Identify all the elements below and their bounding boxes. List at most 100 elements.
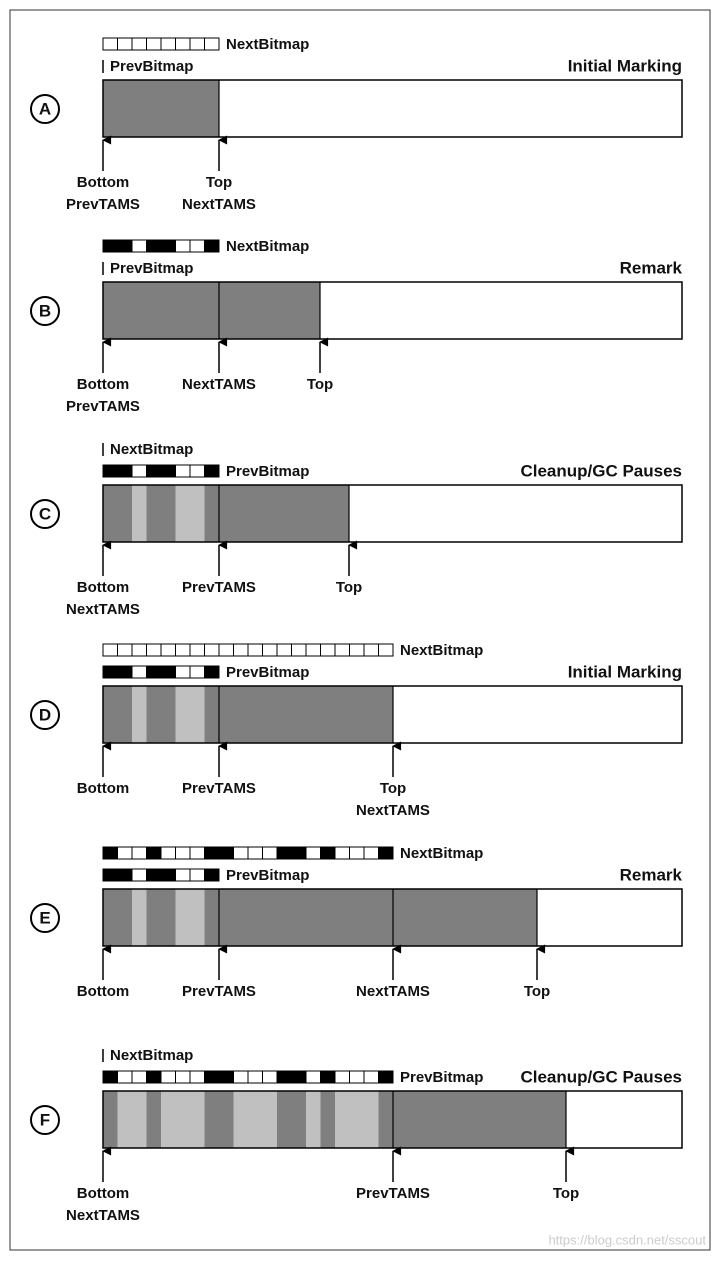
bitmap-cell [233, 643, 249, 657]
bitmap-label: NextBitmap [110, 441, 193, 458]
region-cell [132, 686, 147, 743]
region-cell [175, 889, 191, 946]
bitmap-cell [378, 1070, 394, 1084]
region-cell [132, 1091, 147, 1148]
bitmap-cell [146, 643, 162, 657]
bitmap-cell [262, 1070, 278, 1084]
bitmap-cell [102, 643, 118, 657]
region-cell [103, 1091, 118, 1148]
bitmap-cell [334, 846, 350, 860]
region-cell [204, 889, 220, 946]
bitmap-cell [276, 1070, 292, 1084]
pointer-label: Bottom [77, 376, 130, 393]
region-cell [291, 1091, 307, 1148]
bitmap-cell [305, 643, 321, 657]
region-cell [161, 1091, 176, 1148]
pointer-label: NextTAMS [182, 376, 256, 393]
bitmap-cell [262, 846, 278, 860]
region-cell [161, 485, 176, 542]
bitmap-cell [349, 846, 365, 860]
panel-letter: F [40, 1110, 50, 1129]
region-cell [204, 485, 220, 542]
bitmap-cell [204, 665, 220, 679]
bitmap-cell [175, 846, 191, 860]
pointer-label: Top [206, 174, 232, 191]
bitmap-label: PrevBitmap [226, 664, 309, 681]
pointer-label: Bottom [77, 174, 130, 191]
bitmap-cell [189, 1070, 205, 1084]
bitmap-cell [160, 868, 176, 882]
bitmap-cell [146, 665, 162, 679]
bitmap-cell [146, 868, 162, 882]
bitmap-cell [189, 37, 205, 51]
region-cell [161, 686, 176, 743]
region-cell [335, 1091, 350, 1148]
bitmap-cell [204, 1070, 220, 1084]
bitmap-cell [160, 665, 176, 679]
bitmap-label: PrevBitmap [110, 260, 193, 277]
bitmap-cell [291, 1070, 307, 1084]
pointer-label: Top [524, 983, 550, 1000]
bitmap-cell [160, 239, 176, 253]
phase-title: Remark [620, 258, 683, 277]
region-used [219, 889, 537, 946]
bitmap-cell [189, 846, 205, 860]
pointer-label: PrevTAMS [66, 196, 140, 213]
bitmap-cell [160, 643, 176, 657]
bitmap-cell [131, 643, 147, 657]
region-cell [117, 686, 133, 743]
bitmap-cell [131, 1070, 147, 1084]
bitmap-cell [349, 1070, 365, 1084]
region-cell [320, 1091, 336, 1148]
bitmap-cell [305, 846, 321, 860]
region-cell [117, 889, 133, 946]
bitmap-cell [117, 868, 133, 882]
bitmap-cell [204, 464, 220, 478]
region-cell [219, 1091, 234, 1148]
region-cell [117, 1091, 133, 1148]
bitmap-cell [204, 846, 220, 860]
phase-title: Cleanup/GC Pauses [520, 1067, 682, 1086]
panel-badge [30, 94, 60, 124]
bitmap-cell [247, 1070, 263, 1084]
region-cell [306, 1091, 321, 1148]
pointer-label: Bottom [77, 1185, 130, 1202]
bitmap-cell [189, 868, 205, 882]
region-used [219, 485, 349, 542]
bitmap-cell [117, 37, 133, 51]
bitmap-cell [320, 846, 336, 860]
bitmap-cell [146, 846, 162, 860]
bitmap-cell [189, 239, 205, 253]
region-cell [248, 1091, 263, 1148]
bitmap-cell [291, 643, 307, 657]
bitmap-cell [247, 846, 263, 860]
bitmap-cell [175, 643, 191, 657]
pointer-label: NextTAMS [66, 1207, 140, 1224]
bitmap-label: NextBitmap [110, 1047, 193, 1064]
pointer-label: Bottom [77, 579, 130, 596]
panel-badge [30, 903, 60, 933]
pointer-label: NextTAMS [356, 983, 430, 1000]
bitmap-cell [189, 464, 205, 478]
bitmap-cell [102, 665, 118, 679]
region-cell [146, 889, 162, 946]
phase-title: Cleanup/GC Pauses [520, 461, 682, 480]
panel-badge [30, 296, 60, 326]
panel-letter: C [39, 504, 51, 523]
bitmap-cell [117, 239, 133, 253]
bitmap-cell [117, 643, 133, 657]
region-cell [378, 1091, 394, 1148]
region-border [102, 281, 683, 340]
pointer-label: PrevTAMS [182, 983, 256, 1000]
bitmap-label: PrevBitmap [400, 1069, 483, 1086]
pointer-label: PrevTAMS [356, 1185, 430, 1202]
watermark: https://blog.csdn.net/sscout [548, 1232, 706, 1247]
bitmap-cell [160, 464, 176, 478]
region-border [102, 484, 683, 543]
region-used [103, 282, 320, 339]
bitmap-cell [204, 37, 220, 51]
bitmap-cell [146, 37, 162, 51]
region-cell [103, 889, 118, 946]
region-cell [103, 686, 118, 743]
